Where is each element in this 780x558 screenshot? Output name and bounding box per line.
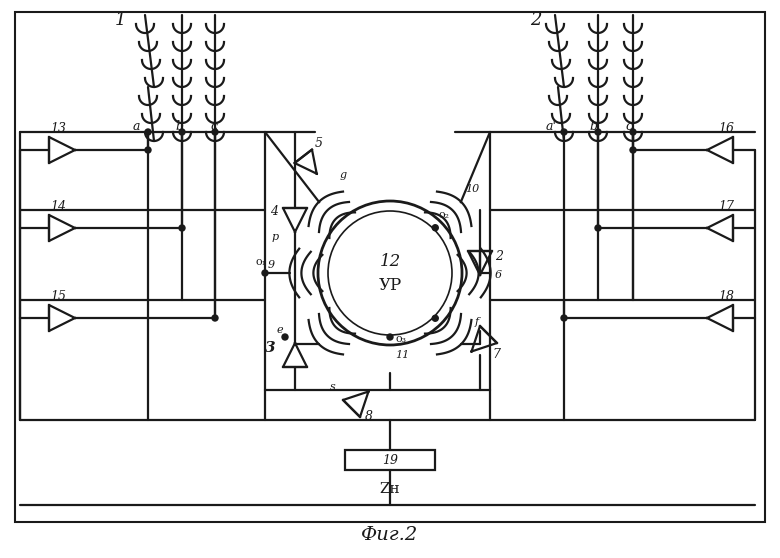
Text: Zн: Zн — [380, 482, 400, 496]
Text: b': b' — [589, 120, 601, 133]
Circle shape — [561, 315, 567, 321]
Text: 17: 17 — [718, 200, 734, 213]
Text: 19: 19 — [382, 454, 398, 466]
Circle shape — [595, 225, 601, 231]
Circle shape — [212, 129, 218, 135]
Circle shape — [145, 129, 151, 135]
Text: g: g — [340, 170, 347, 180]
Text: 15: 15 — [50, 290, 66, 303]
Text: 2: 2 — [495, 250, 503, 263]
Text: s: s — [330, 382, 335, 392]
Text: 3: 3 — [265, 341, 275, 355]
Circle shape — [561, 129, 567, 135]
Circle shape — [262, 270, 268, 276]
Circle shape — [432, 225, 438, 231]
Text: 16: 16 — [718, 122, 734, 135]
Text: 8: 8 — [365, 410, 373, 423]
Text: o₁: o₁ — [255, 257, 266, 267]
Text: 14: 14 — [50, 200, 66, 213]
Text: e: e — [277, 325, 284, 335]
Text: 5: 5 — [315, 137, 323, 150]
Text: f: f — [475, 317, 479, 327]
Text: o₃: o₃ — [395, 334, 406, 344]
Text: c: c — [210, 120, 217, 133]
Circle shape — [630, 129, 636, 135]
Circle shape — [432, 315, 438, 321]
Circle shape — [179, 129, 185, 135]
Text: 11: 11 — [395, 350, 410, 360]
Text: 1: 1 — [115, 11, 126, 29]
Text: a': a' — [546, 120, 557, 133]
Circle shape — [212, 315, 218, 321]
Text: 2: 2 — [530, 11, 541, 29]
Text: 9: 9 — [268, 260, 275, 270]
Text: Фиг.2: Фиг.2 — [361, 526, 419, 544]
Text: 6: 6 — [495, 270, 502, 280]
Circle shape — [595, 129, 601, 135]
Text: c': c' — [625, 120, 636, 133]
Text: 7: 7 — [492, 348, 500, 361]
Circle shape — [282, 334, 288, 340]
Circle shape — [630, 147, 636, 153]
Text: b: b — [175, 120, 183, 133]
Text: 4: 4 — [270, 205, 278, 218]
Text: 13: 13 — [50, 122, 66, 135]
Text: p: p — [272, 232, 279, 242]
Circle shape — [387, 334, 393, 340]
Circle shape — [179, 225, 185, 231]
Bar — [345, 450, 435, 470]
Text: a: a — [133, 120, 140, 133]
Text: 18: 18 — [718, 290, 734, 303]
Text: 12: 12 — [379, 253, 401, 270]
Text: 10: 10 — [466, 184, 480, 194]
Circle shape — [145, 147, 151, 153]
Text: o₂: o₂ — [438, 210, 449, 220]
Text: УР: УР — [378, 277, 402, 294]
